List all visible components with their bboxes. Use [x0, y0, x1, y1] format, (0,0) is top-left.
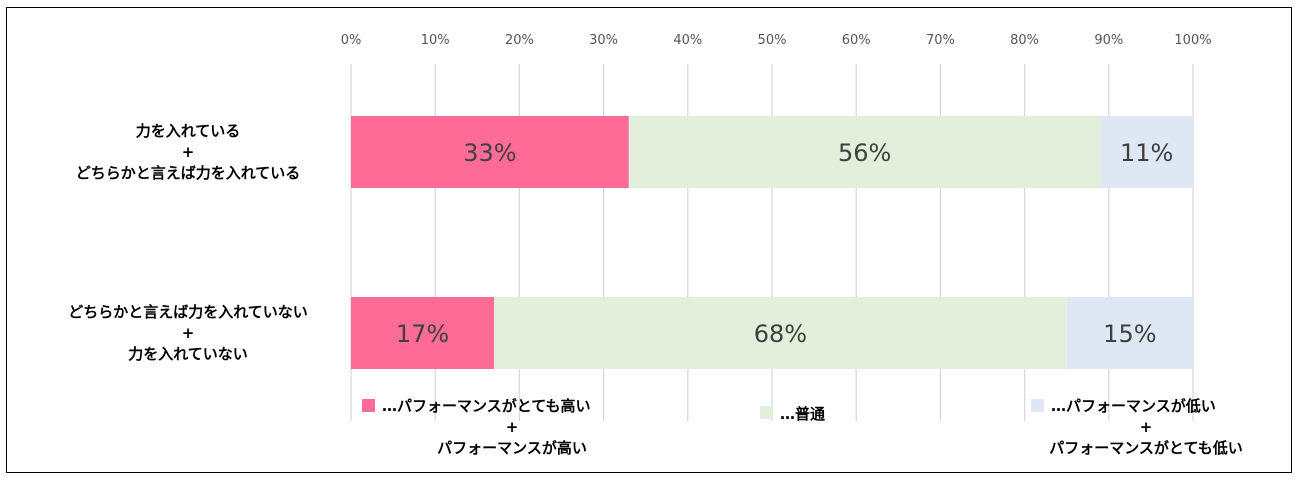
x-tick-label: 0%: [341, 33, 362, 48]
category-label: +: [182, 143, 195, 161]
category-label: どちらかと言えば力を入れていない: [68, 303, 308, 321]
legend-label: +: [1140, 418, 1153, 436]
x-tick-label: 70%: [926, 33, 955, 48]
bar-segment: [494, 297, 1067, 369]
chart-frame: [6, 7, 1292, 473]
bar-segment: [628, 116, 1101, 188]
category-label: +: [182, 324, 195, 342]
category-label: どちらかと言えば力を入れている: [76, 164, 301, 182]
x-tick-label: 50%: [758, 33, 787, 48]
x-tick-label: 40%: [673, 33, 702, 48]
bar-segment: [351, 297, 495, 369]
legend-swatch: [362, 399, 375, 412]
data-label: 11%: [1120, 139, 1173, 167]
x-tick-label: 10%: [421, 33, 450, 48]
legend-label: パフォーマンスがとても低い: [1049, 439, 1243, 457]
legend-swatch: [1031, 399, 1044, 412]
x-tick-label: 90%: [1094, 33, 1123, 48]
data-label: 15%: [1103, 320, 1156, 348]
x-tick-label: 100%: [1174, 33, 1211, 48]
x-tick-label: 60%: [842, 33, 871, 48]
category-label: 力を入れていない: [128, 345, 248, 363]
data-label: 68%: [754, 320, 807, 348]
legend-swatch: [760, 406, 773, 419]
legend-label: +: [506, 418, 519, 436]
data-label: 33%: [463, 139, 516, 167]
bar-segment: [1066, 297, 1193, 369]
legend-label: …パフォーマンスがとても高い: [382, 397, 591, 415]
legend-label: パフォーマンスが高い: [437, 439, 587, 457]
x-tick-label: 20%: [505, 33, 534, 48]
category-label: 力を入れている: [136, 122, 241, 140]
legend-label: …普通: [780, 405, 825, 423]
bar-segment: [351, 116, 629, 188]
legend-label: …パフォーマンスが低い: [1051, 397, 1216, 415]
data-label: 17%: [396, 320, 449, 348]
bar-segment: [1100, 116, 1193, 188]
data-label: 56%: [838, 139, 891, 167]
x-tick-label: 30%: [589, 33, 618, 48]
x-tick-label: 80%: [1010, 33, 1039, 48]
